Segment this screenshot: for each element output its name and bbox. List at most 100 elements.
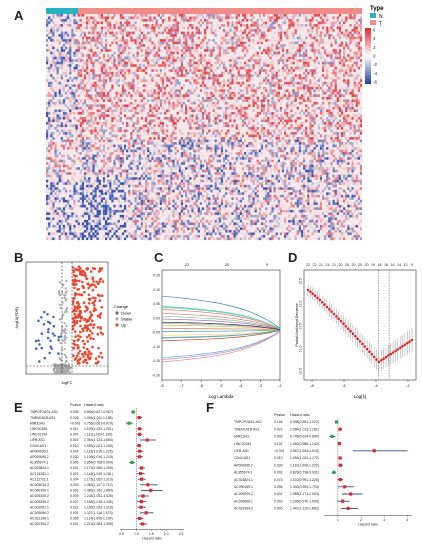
heatmap-cell (204, 165, 206, 168)
heatmap-cell (294, 31, 297, 35)
heatmap-cell (157, 59, 160, 62)
heatmap-cell (343, 21, 346, 25)
heatmap-cell (208, 116, 211, 120)
heatmap-cell (353, 132, 356, 135)
heatmap-cell (60, 36, 63, 40)
heatmap-cell (237, 86, 240, 90)
heatmap-cell (191, 31, 194, 35)
heatmap-cell (216, 91, 219, 95)
heatmap-cell (197, 147, 200, 150)
heatmap-cell (246, 24, 249, 27)
heatmap-cell (102, 134, 106, 138)
heatmap-cell (334, 101, 337, 105)
heatmap-cell (168, 106, 171, 110)
heatmap-cell (52, 59, 55, 62)
heatmap-cell (275, 81, 278, 85)
heatmap-cell (46, 19, 49, 22)
heatmap-cell (60, 76, 63, 80)
heatmap-cell (343, 129, 346, 133)
heatmap-cell (330, 89, 333, 92)
heatmap-cell (157, 134, 160, 138)
heatmap-cell (210, 51, 213, 55)
heatmap-cell (235, 132, 238, 135)
heatmap-cell (321, 29, 325, 32)
heatmap-cell (46, 61, 49, 65)
heatmap-cell (168, 104, 171, 108)
heatmap-cell (260, 59, 264, 62)
heatmap-cell (64, 79, 68, 82)
heatmap-cell (353, 54, 356, 57)
heatmap-cell (178, 74, 181, 77)
heatmap-cell (307, 29, 310, 32)
heatmap-cell (62, 164, 66, 168)
heatmap-cell (121, 29, 125, 32)
heatmap-cell (347, 86, 350, 90)
heatmap-cell (113, 61, 116, 65)
heatmap-cell (343, 64, 346, 67)
heatmap-cell (83, 119, 87, 123)
heatmap-cell (151, 79, 154, 82)
heatmap-cell (96, 31, 99, 35)
heatmap-cell (189, 69, 192, 72)
heatmap-cell (52, 54, 55, 57)
heatmap-cell (172, 39, 175, 42)
heatmap-cell (294, 21, 297, 25)
heatmap-cell (121, 127, 125, 130)
heatmap-cell (159, 129, 162, 133)
heatmap-cell (355, 64, 358, 67)
heatmap-cell (311, 114, 314, 118)
heatmap-cell (48, 19, 51, 22)
heatmap-cell (275, 164, 278, 168)
heatmap-cell (355, 101, 358, 105)
heatmap-cell (279, 24, 283, 27)
heatmap-cell (174, 14, 177, 17)
heatmap-cell (62, 124, 66, 128)
heatmap-cell (63, 52, 65, 55)
heatmap-cell (220, 129, 224, 133)
heatmap-cell (104, 96, 108, 100)
heatmap-cell (355, 99, 358, 102)
heatmap-cell (56, 59, 59, 62)
heatmap-cell (267, 164, 270, 168)
heatmap-cell (359, 106, 363, 110)
heatmap-cell (227, 142, 230, 145)
heatmap-cell (94, 24, 97, 27)
heatmap-cell (231, 106, 234, 110)
heatmap-cell (335, 19, 337, 22)
heatmap-cell (202, 19, 204, 22)
heatmap-cell (311, 162, 314, 165)
heatmap-cell (126, 116, 129, 120)
heatmap-cell (229, 104, 232, 108)
heatmap-cell (273, 104, 276, 108)
heatmap-cell (262, 116, 266, 120)
heatmap-cell (254, 51, 257, 55)
heatmap-cell (233, 46, 236, 50)
heatmap-cell (178, 164, 181, 168)
heatmap-cell (83, 147, 87, 150)
heatmap-cell (172, 14, 175, 17)
heatmap-cell (107, 167, 110, 170)
heatmap-cell (136, 81, 139, 85)
heatmap-cell (201, 114, 205, 118)
heatmap-cell (174, 104, 177, 108)
heatmap-cell (267, 46, 270, 50)
heatmap-cell (151, 59, 154, 62)
heatmap-cell (246, 59, 249, 62)
heatmap-cell (324, 96, 327, 100)
heatmap-cell (338, 149, 342, 153)
heatmap-cell (73, 44, 76, 47)
heatmap-cell (168, 76, 171, 80)
heatmap-cell (238, 89, 240, 92)
heatmap-cell (174, 124, 177, 128)
heatmap-cell (98, 149, 101, 153)
heatmap-cell (100, 14, 103, 17)
heatmap-cell (311, 16, 314, 20)
heatmap-cell (138, 157, 141, 160)
heatmap-cell (94, 127, 97, 130)
heatmap-cell (191, 147, 194, 150)
heatmap-cell (180, 152, 184, 155)
heatmap-cell (64, 59, 68, 62)
heatmap-cell (290, 127, 293, 130)
heatmap-cell (330, 54, 333, 57)
